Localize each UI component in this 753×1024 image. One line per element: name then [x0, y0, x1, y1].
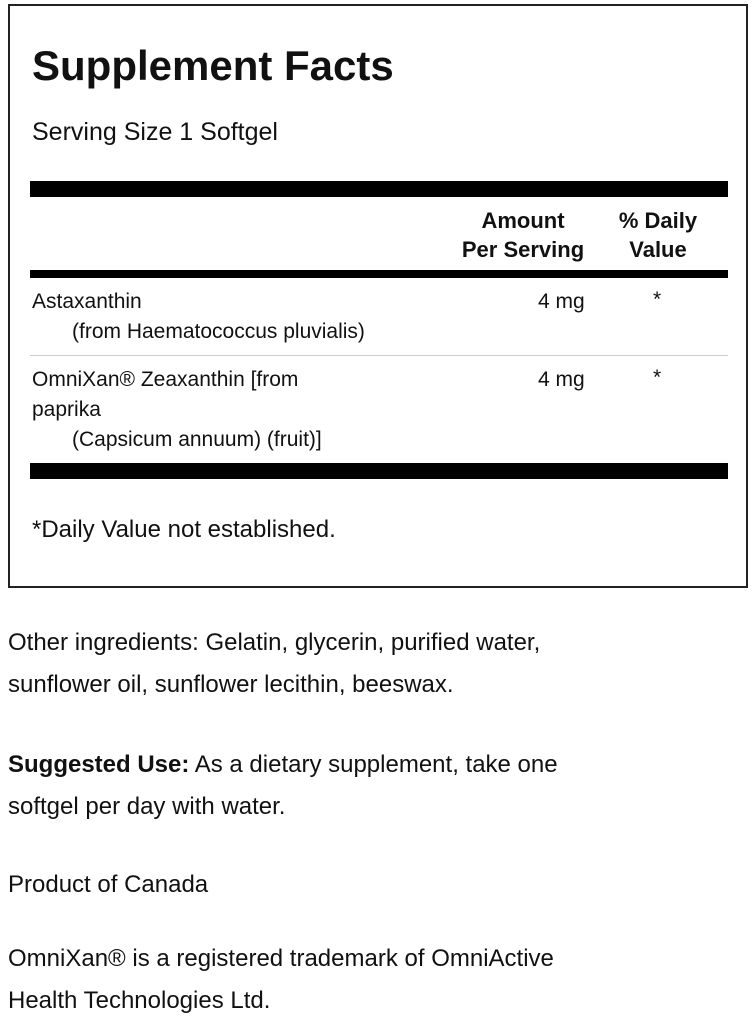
- suggested-use: Suggested Use: As a dietary supplement, …: [8, 751, 558, 820]
- dv-header: % Daily Value: [618, 208, 698, 262]
- amount-header: Amount Per Serving: [461, 208, 585, 262]
- supplement-facts-panel: Supplement Facts Serving Size 1 Softgel …: [8, 4, 748, 588]
- footnote: *Daily Value not established.: [32, 516, 336, 543]
- serving-size: Serving Size 1 Softgel: [32, 118, 278, 146]
- medium-divider: [30, 270, 728, 278]
- row-divider: [30, 355, 728, 356]
- other-ingredients: Other ingredients: Gelatin, glycerin, pu…: [8, 629, 541, 698]
- thick-divider: [30, 181, 728, 197]
- trademark-note: OmniXan® is a registered trademark of Om…: [8, 945, 554, 1014]
- thick-divider: [30, 463, 728, 479]
- panel-title: Supplement Facts: [32, 42, 394, 89]
- origin: Product of Canada: [8, 871, 209, 898]
